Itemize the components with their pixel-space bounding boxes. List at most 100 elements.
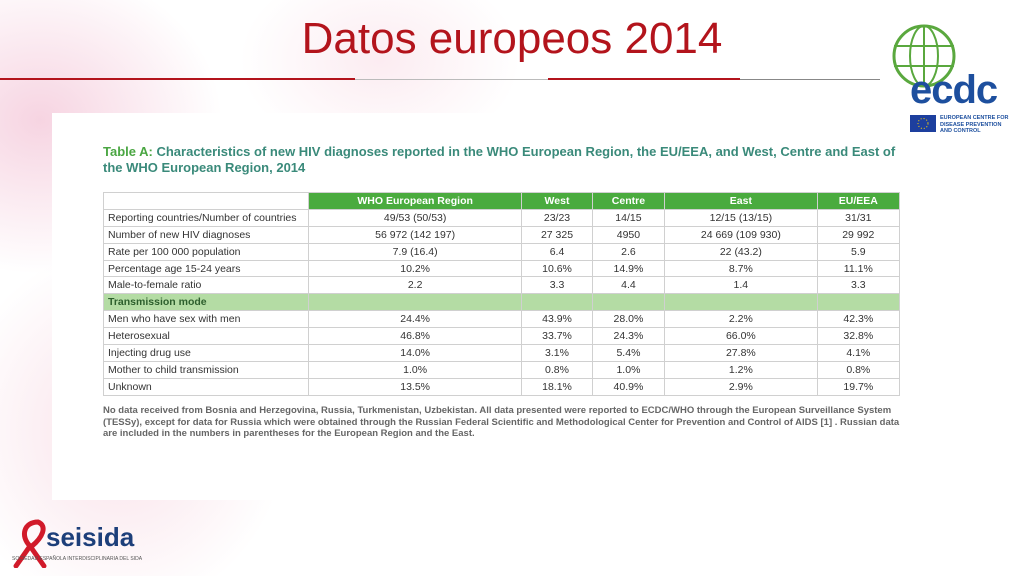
table-cell: 14/15 [591,208,666,227]
table-cell: 4.4 [591,276,666,295]
table-cell: 7.9 (16.4) [307,242,523,261]
table-cell: 19.7% [816,377,901,396]
table-cell: Rate per 100 000 population [103,242,309,261]
table-cell: 2.2% [664,310,818,329]
table-cell: Heterosexual [103,327,309,346]
header-cell: Centre [591,192,666,210]
title-rule [0,78,355,80]
table-cell: 0.8% [521,360,593,379]
table-row: Heterosexual 46.8% 33.7% 24.3% 66.0% 32.8% [103,327,901,346]
table-cell: 4.1% [816,344,901,362]
table-cell: 1.0% [591,360,666,379]
caption-label: Table A: [103,144,153,159]
ecdc-logo-text: ecdc [910,68,998,112]
table-cell: Mother to child transmission [103,360,309,379]
table-cell: 10.6% [521,259,593,278]
table-cell: 18.1% [521,377,593,396]
title-rule [548,78,740,80]
section-row: Transmission mode [103,293,901,312]
table-cell: 2.6 [591,242,666,261]
table-cell: 5.9 [816,242,901,261]
header-cell: East [664,192,818,210]
table-caption: Table A: Characteristics of new HIV diag… [103,144,903,176]
table-cell: 33.7% [521,327,593,346]
table-row: Unknown 13.5% 18.1% 40.9% 2.9% 19.7% [103,377,901,396]
table-row: Percentage age 15-24 years 10.2% 10.6% 14.9… [103,259,901,278]
table-cell: 29 992 [816,225,901,244]
slide-title: Datos europeos 2014 [301,14,723,63]
table-row: Injecting drug use 14.0% 3.1% 5.4% 27.8% 4.1% [103,344,901,362]
table-cell: 2.9% [664,377,818,396]
ecdc-subtitle: EUROPEAN CENTRE FOR DISEASE PREVENTION A… [940,115,1009,134]
table-cell: 1.4 [664,276,818,295]
table-row: Reporting countries/Number of countries 4… [103,208,901,227]
table-cell: 32.8% [816,327,901,346]
table-cell: 56 972 (142 197) [307,225,523,244]
header-cell: West [521,192,593,210]
table-cell: 42.3% [816,310,901,329]
table-cell: 43.9% [521,310,593,329]
table-cell: 5.4% [591,344,666,362]
table-cell: Men who have sex with men [103,310,309,329]
table-cell: 3.3 [816,276,901,295]
table-cell: Reporting countries/Number of countries [103,208,309,227]
table-cell: 49/53 (50/53) [307,208,523,227]
header-row: WHO European Region West Centre East EU/EEA [103,192,901,210]
table-cell: 4950 [591,225,666,244]
table-cell: 66.0% [664,327,818,346]
header-cell: EU/EEA [816,192,901,210]
table-note: No data received from Bosnia and Herzego… [103,405,900,439]
table-cell: 6.4 [521,242,593,261]
table-cell: 2.2 [307,276,523,295]
table-cell: 31/31 [816,208,901,227]
table-cell: Injecting drug use [103,344,309,362]
table-row: Rate per 100 000 population 7.9 (16.4) 6.4… [103,242,901,261]
table-cell: 24.3% [591,327,666,346]
seisida-logo-text: seisida [46,522,135,552]
table-cell: Male-to-female ratio [103,276,309,295]
table-cell: 22 (43.2) [664,242,818,261]
ecdc-globe [892,24,956,88]
section-cell [521,293,593,312]
title-rule [740,79,880,80]
title-rule [355,79,548,80]
table-cell: 27 325 [521,225,593,244]
table-cell: 3.1% [521,344,593,362]
header-cell [103,192,309,210]
table-cell: 24 669 (109 930) [664,225,818,244]
table-cell: 46.8% [307,327,523,346]
table-cell: Percentage age 15-24 years [103,259,309,278]
eu-flag [910,115,936,132]
table-cell: 1.2% [664,360,818,379]
table-cell: 14.9% [591,259,666,278]
table-cell: 12/15 (13/15) [664,208,818,227]
table-cell: 13.5% [307,377,523,396]
table-row: Men who have sex with men 24.4% 43.9% 28.0%… [103,310,901,329]
table-row: Number of new HIV diagnoses 56 972 (142 1… [103,225,901,244]
table-cell: 8.7% [664,259,818,278]
header-cell: WHO European Region [307,192,523,210]
data-table: WHO European Region West Centre East EU/EEA R… [103,192,901,396]
table-cell: 1.0% [307,360,523,379]
table-cell: 40.9% [591,377,666,396]
table-cell: Unknown [103,377,309,396]
table-cell: 27.8% [664,344,818,362]
caption-text: Characteristics of new HIV diagnoses rep… [103,144,896,175]
table-cell: 0.8% [816,360,901,379]
section-cell [816,293,901,312]
table-cell: 10.2% [307,259,523,278]
section-cell [664,293,818,312]
table-cell: 14.0% [307,344,523,362]
table-cell: 23/23 [521,208,593,227]
section-cell [307,293,523,312]
table-cell: 28.0% [591,310,666,329]
table-row: Mother to child transmission 1.0% 0.8% 1.0%… [103,360,901,379]
seisida-subtitle: SOCIEDAD ESPAÑOLA INTERDISCIPLINARIA DEL… [12,556,143,562]
table-cell: 3.3 [521,276,593,295]
table-cell: Number of new HIV diagnoses [103,225,309,244]
table-cell: 11.1% [816,259,901,278]
table-cell: 24.4% [307,310,523,329]
table-row: Male-to-female ratio 2.2 3.3 4.4 1.4 3.3 [103,276,901,295]
red-ribbon [13,519,47,568]
